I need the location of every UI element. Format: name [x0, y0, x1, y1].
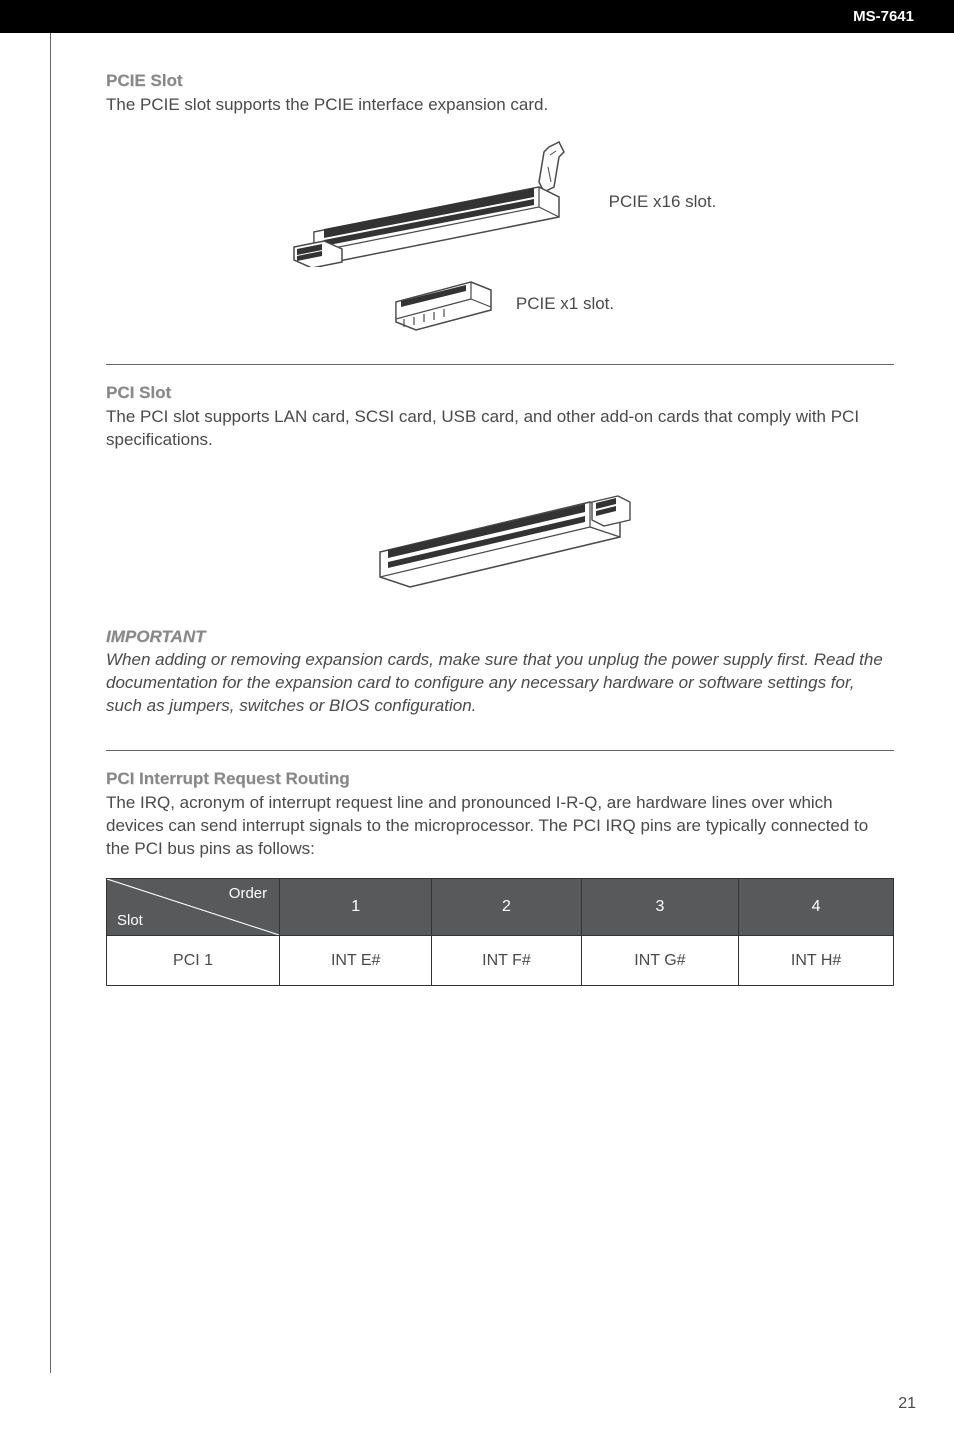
table-row: PCI 1 INT E# INT F# INT G# INT H# [107, 936, 894, 986]
pcie-description: The PCIE slot supports the PCIE interfac… [106, 94, 894, 117]
irq-col-3: 3 [581, 879, 738, 936]
pcie-x16-slot-illustration [284, 137, 594, 267]
irq-cell-1: INT E# [280, 936, 432, 986]
important-title: IMPORTANT [106, 627, 894, 647]
pcie-x16-row: PCIE x16 slot. [106, 137, 894, 267]
divider-1 [106, 364, 894, 365]
irq-col-2: 2 [432, 879, 581, 936]
page-body: PCIE Slot The PCIE slot supports the PCI… [50, 33, 954, 1373]
pcie-x1-label: PCIE x1 slot. [516, 294, 614, 314]
pcie-x1-row: PCIE x1 slot. [106, 277, 894, 332]
irq-table: Order Slot 1 2 3 4 PCI 1 INT E# INT F# I… [106, 878, 894, 986]
pcie-section-title: PCIE Slot [106, 71, 894, 91]
page-number: 21 [898, 1395, 916, 1413]
irq-diag-top: Order [229, 885, 267, 902]
irq-description: The IRQ, acronym of interrupt request li… [106, 792, 894, 861]
irq-cell-4: INT H# [739, 936, 894, 986]
irq-diag-bottom: Slot [117, 912, 143, 929]
pci-description: The PCI slot supports LAN card, SCSI car… [106, 406, 894, 452]
irq-title: PCI Interrupt Request Routing [106, 769, 894, 789]
pci-section-title: PCI Slot [106, 383, 894, 403]
irq-table-area: Order Slot 1 2 3 4 PCI 1 INT E# INT F# I… [106, 878, 894, 986]
irq-col-4: 4 [739, 879, 894, 936]
irq-header-diag: Order Slot [107, 879, 280, 936]
model-number: MS-7641 [853, 8, 914, 25]
important-text: When adding or removing expansion cards,… [106, 649, 894, 718]
irq-col-1: 1 [280, 879, 432, 936]
pcie-x1-slot-illustration [386, 277, 501, 332]
irq-cell-3: INT G# [581, 936, 738, 986]
pcie-diagram-area: PCIE x16 slot. PCIE x1 slot. [106, 137, 894, 332]
pci-slot-illustration [360, 482, 640, 592]
model-header: MS-7641 [0, 0, 954, 33]
irq-cell-2: INT F# [432, 936, 581, 986]
pcie-x16-label: PCIE x16 slot. [609, 192, 717, 212]
pci-slot-diagram [106, 482, 894, 597]
divider-2 [106, 750, 894, 751]
irq-row-label: PCI 1 [107, 936, 280, 986]
